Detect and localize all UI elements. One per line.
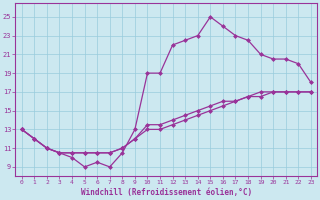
X-axis label: Windchill (Refroidissement éolien,°C): Windchill (Refroidissement éolien,°C)	[81, 188, 252, 197]
